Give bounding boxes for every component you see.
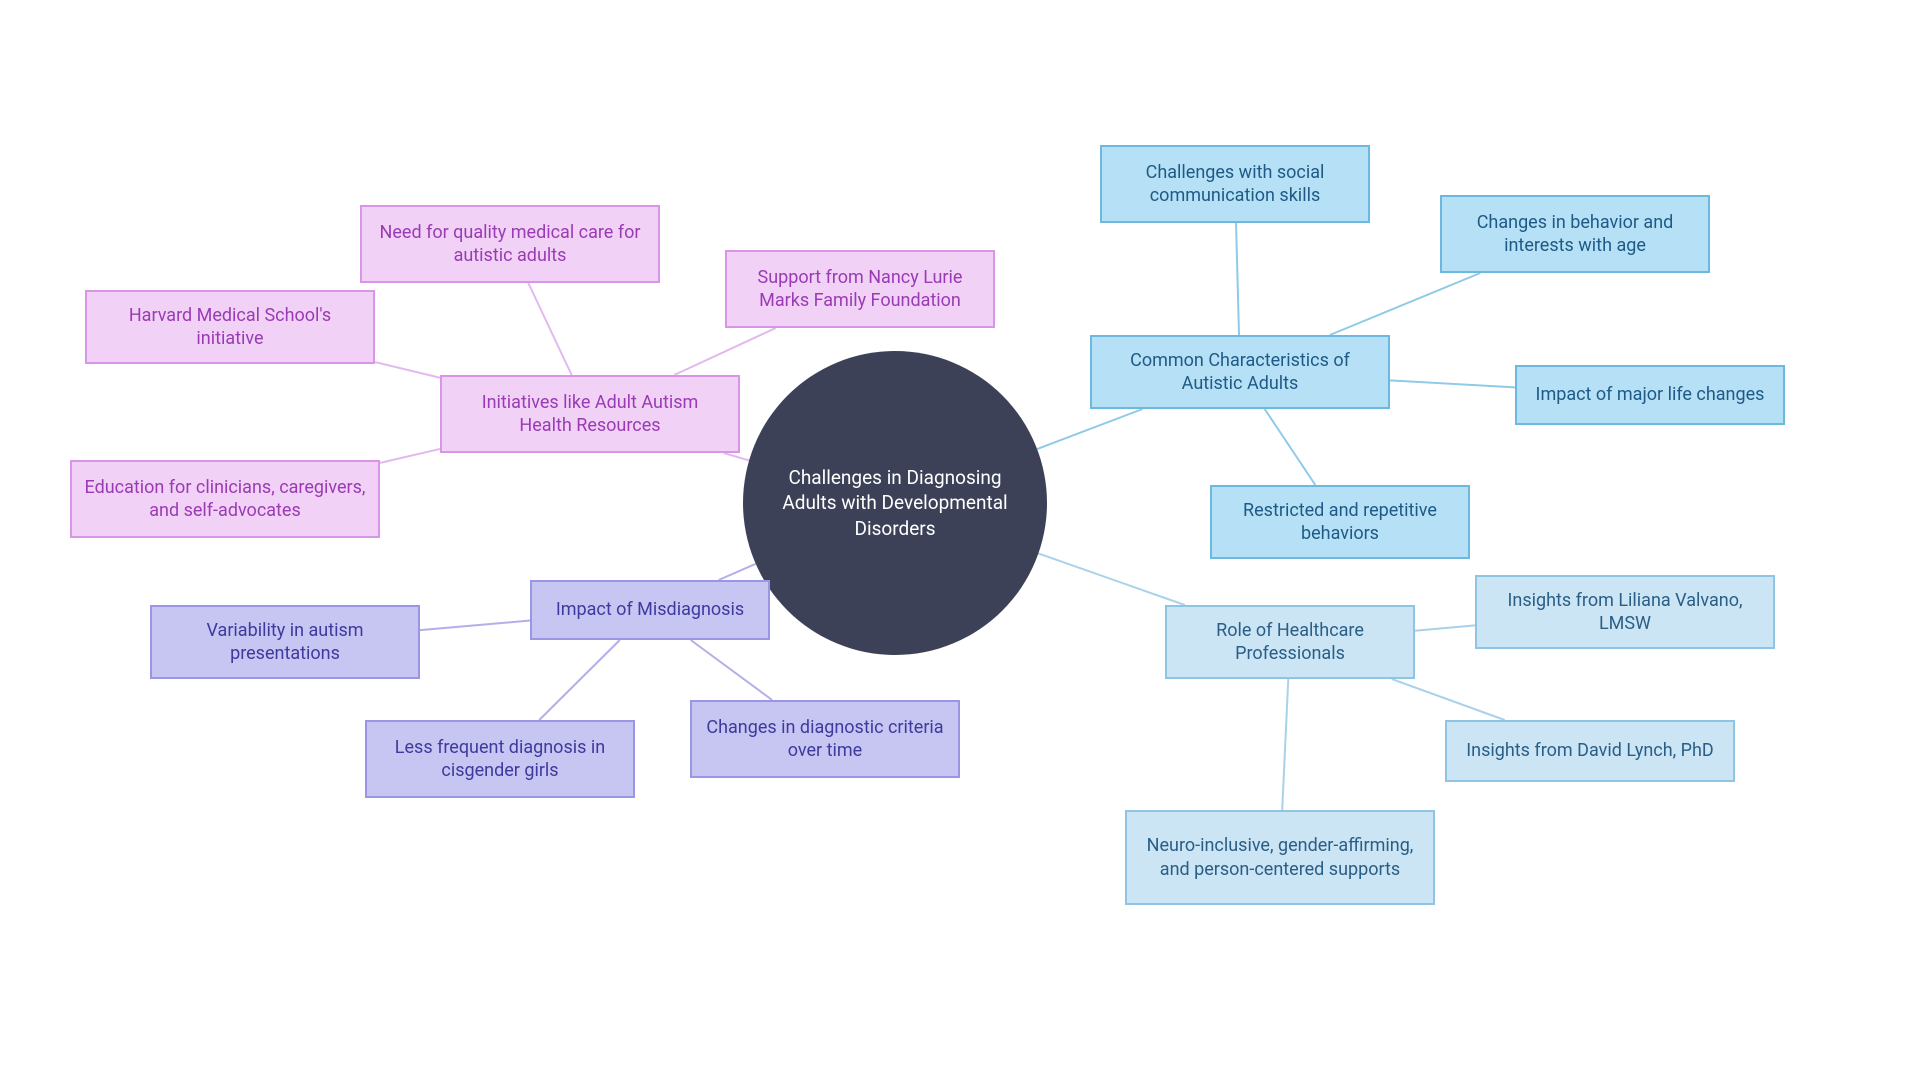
edge: [1330, 273, 1481, 335]
mindmap-node: Need for quality medical care for autist…: [360, 205, 660, 283]
edge: [380, 449, 440, 463]
mindmap-node-label: Support from Nancy Lurie Marks Family Fo…: [739, 266, 981, 313]
edge: [1037, 409, 1142, 449]
mindmap-node: Impact of major life changes: [1515, 365, 1785, 425]
mindmap-node-label: Impact of major life changes: [1536, 383, 1765, 406]
mindmap-node-label: Changes in diagnostic criteria over time: [704, 716, 946, 763]
edge: [1236, 223, 1239, 335]
mindmap-node-label: Impact of Misdiagnosis: [556, 598, 744, 621]
edge: [691, 640, 772, 700]
mindmap-node-label: Initiatives like Adult Autism Health Res…: [454, 391, 726, 438]
mindmap-node: Changes in behavior and interests with a…: [1440, 195, 1710, 273]
edge: [1038, 553, 1184, 605]
mindmap-node-label: Role of Healthcare Professionals: [1179, 619, 1401, 666]
mindmap-node-label: Harvard Medical School's initiative: [99, 304, 361, 351]
edge: [1415, 625, 1475, 630]
mindmap-node: Insights from David Lynch, PhD: [1445, 720, 1735, 782]
mindmap-node-label: Education for clinicians, caregivers, an…: [84, 476, 366, 523]
edge: [674, 328, 776, 375]
mindmap-node-label: Insights from Liliana Valvano, LMSW: [1489, 589, 1761, 636]
mindmap-node: Initiatives like Adult Autism Health Res…: [440, 375, 740, 453]
mindmap-node: Harvard Medical School's initiative: [85, 290, 375, 364]
mindmap-node-label: Less frequent diagnosis in cisgender gir…: [379, 736, 621, 783]
mindmap-node-label: Neuro-inclusive, gender-affirming, and p…: [1139, 834, 1421, 881]
mindmap-node: Support from Nancy Lurie Marks Family Fo…: [725, 250, 995, 328]
mindmap-node: Education for clinicians, caregivers, an…: [70, 460, 380, 538]
center-node: Challenges in Diagnosing Adults with Dev…: [743, 351, 1047, 655]
mindmap-node-label: Challenges with social communication ski…: [1114, 161, 1356, 208]
mindmap-node: Challenges with social communication ski…: [1100, 145, 1370, 223]
mindmap-node: Variability in autism presentations: [150, 605, 420, 679]
edge: [1282, 679, 1288, 810]
mindmap-node: Restricted and repetitive behaviors: [1210, 485, 1470, 559]
mindmap-node: Less frequent diagnosis in cisgender gir…: [365, 720, 635, 798]
mindmap-node: Impact of Misdiagnosis: [530, 580, 770, 640]
mindmap-node-label: Variability in autism presentations: [164, 619, 406, 666]
mindmap-node-label: Restricted and repetitive behaviors: [1224, 499, 1456, 546]
mindmap-node: Common Characteristics of Autistic Adult…: [1090, 335, 1390, 409]
edge: [1392, 679, 1505, 720]
edge: [528, 283, 571, 375]
edge: [719, 564, 756, 580]
center-node-label: Challenges in Diagnosing Adults with Dev…: [763, 465, 1027, 542]
edge: [375, 362, 440, 378]
mindmap-node: Changes in diagnostic criteria over time: [690, 700, 960, 778]
mindmap-node: Insights from Liliana Valvano, LMSW: [1475, 575, 1775, 649]
edge: [420, 621, 530, 631]
edge: [724, 453, 749, 460]
mindmap-node-label: Common Characteristics of Autistic Adult…: [1104, 349, 1376, 396]
mindmap-node-label: Insights from David Lynch, PhD: [1466, 739, 1713, 762]
edge: [539, 640, 620, 720]
mindmap-node: Role of Healthcare Professionals: [1165, 605, 1415, 679]
edge: [1390, 380, 1515, 387]
mindmap-node: Neuro-inclusive, gender-affirming, and p…: [1125, 810, 1435, 905]
mindmap-node-label: Need for quality medical care for autist…: [374, 221, 646, 268]
mindmap-node-label: Changes in behavior and interests with a…: [1454, 211, 1696, 258]
edge: [1265, 409, 1316, 485]
